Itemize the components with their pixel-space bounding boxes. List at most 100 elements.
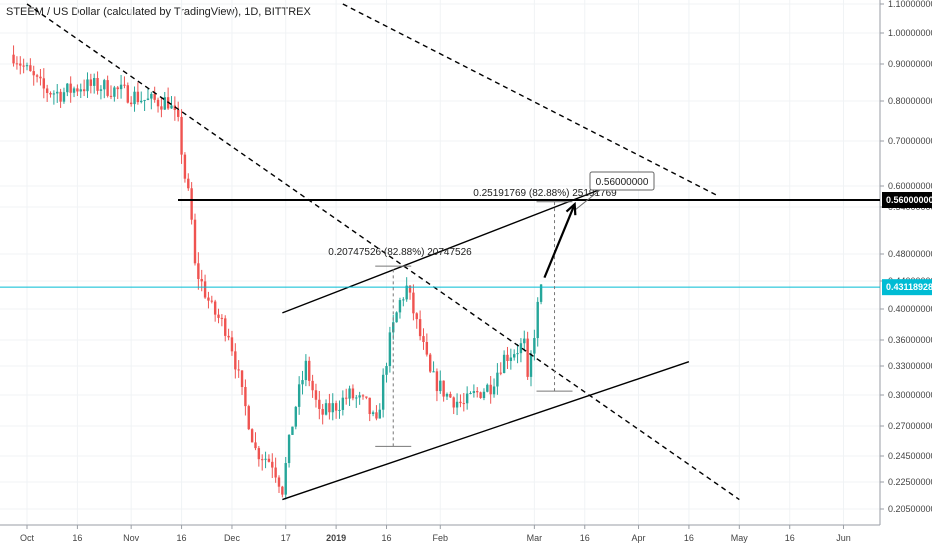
candle-body [82, 89, 86, 92]
projection-arrow-head [565, 201, 577, 216]
current-price-badge [882, 279, 932, 296]
candle-body [240, 370, 244, 388]
candle-body [277, 477, 281, 487]
candle-body [136, 91, 140, 103]
candle-body [519, 343, 523, 354]
x-tick-label: Mar [527, 533, 543, 543]
x-tick-label: 16 [785, 533, 795, 543]
candle-body [385, 366, 388, 375]
candle-body [133, 91, 136, 105]
candle-body [200, 279, 203, 282]
candle-body [402, 299, 405, 301]
x-tick-label: May [731, 533, 749, 543]
candle-body [247, 406, 250, 430]
x-tick-label: 16 [382, 533, 392, 543]
candle-body [22, 65, 25, 67]
chart-title: STEEM / US Dollar (calculated by Trading… [6, 6, 311, 18]
y-tick-label: 0.22500000 [888, 477, 932, 487]
candle-body [72, 88, 76, 93]
candle-body [146, 98, 150, 100]
measure-2-label: 0.25191769 (82.88%) 25191769 [473, 188, 617, 199]
y-tick-label: 0.33000000 [888, 361, 932, 371]
candle-body [89, 79, 93, 86]
candle-body [301, 380, 304, 385]
x-tick-label: Oct [20, 533, 35, 543]
dashed-trendline[interactable] [342, 3, 717, 196]
x-tick-label: 16 [580, 533, 590, 543]
candle-body [533, 338, 536, 354]
candle-body [244, 387, 247, 407]
candle-body [308, 360, 311, 381]
candle-body [163, 97, 166, 110]
projection-arrow[interactable] [543, 203, 576, 279]
candle-body [103, 80, 106, 90]
candle-body [203, 281, 207, 298]
candle-body [173, 105, 177, 111]
channel-trendline[interactable] [282, 361, 690, 501]
x-tick-label: 2019 [326, 533, 346, 543]
candle-body [59, 91, 62, 102]
x-tick-label: Feb [433, 533, 449, 543]
candle-body [197, 263, 200, 280]
candle-body [297, 384, 301, 407]
candle-body [462, 403, 465, 405]
candle-body [358, 395, 361, 398]
candle-body [183, 154, 187, 179]
candle-body [99, 89, 103, 91]
candle-body [415, 313, 418, 320]
candle-body [96, 78, 99, 91]
candle-body [405, 285, 408, 300]
candle-body [271, 461, 274, 468]
candle-body [284, 463, 287, 495]
candle-body [213, 301, 217, 315]
candle-body [314, 390, 318, 400]
candle-body [425, 342, 429, 355]
candle-body [539, 284, 543, 302]
x-tick-label: Nov [123, 533, 140, 543]
y-tick-label: 0.48000000 [888, 249, 932, 259]
candle-body [291, 426, 294, 435]
y-tick-label: 0.70000000 [888, 136, 932, 146]
candle-body [193, 219, 197, 264]
candle-body [506, 354, 509, 361]
candle-body [334, 403, 338, 411]
candle-body [304, 360, 308, 381]
candle-body [129, 102, 133, 105]
target-callout-box[interactable] [589, 171, 655, 191]
candle-body [156, 99, 160, 107]
candle-body [66, 83, 69, 93]
candle-body [32, 71, 35, 76]
candle-body [62, 92, 66, 102]
candle-body [254, 442, 257, 449]
dashed-trendline[interactable] [26, 3, 740, 501]
candle-body [455, 401, 459, 408]
candle-body [234, 351, 237, 370]
candle-body [516, 353, 519, 355]
candle-body [368, 397, 371, 415]
candle-body [217, 314, 220, 318]
candle-body [93, 78, 96, 86]
candle-body [499, 372, 502, 374]
candle-body [106, 80, 109, 96]
y-tick-label: 0.36000000 [888, 335, 932, 345]
channel-trendline[interactable] [282, 183, 616, 314]
candle-body [237, 369, 240, 371]
candle-body [56, 91, 59, 94]
y-tick-label: 0.30000000 [888, 390, 932, 400]
candle-body [126, 85, 129, 103]
candle-body [318, 399, 321, 409]
candle-body [422, 336, 425, 343]
candle-body [119, 84, 123, 90]
candle-body [187, 178, 190, 189]
candle-body [513, 354, 516, 358]
candle-body [220, 317, 224, 319]
candle-body [35, 75, 39, 77]
candle-body [355, 397, 358, 399]
x-tick-label: 16 [684, 533, 694, 543]
x-tick-label: Apr [632, 533, 646, 543]
candle-body [482, 391, 486, 398]
candle-body [207, 297, 210, 301]
candle-body [502, 354, 506, 374]
candle-body [170, 105, 173, 109]
